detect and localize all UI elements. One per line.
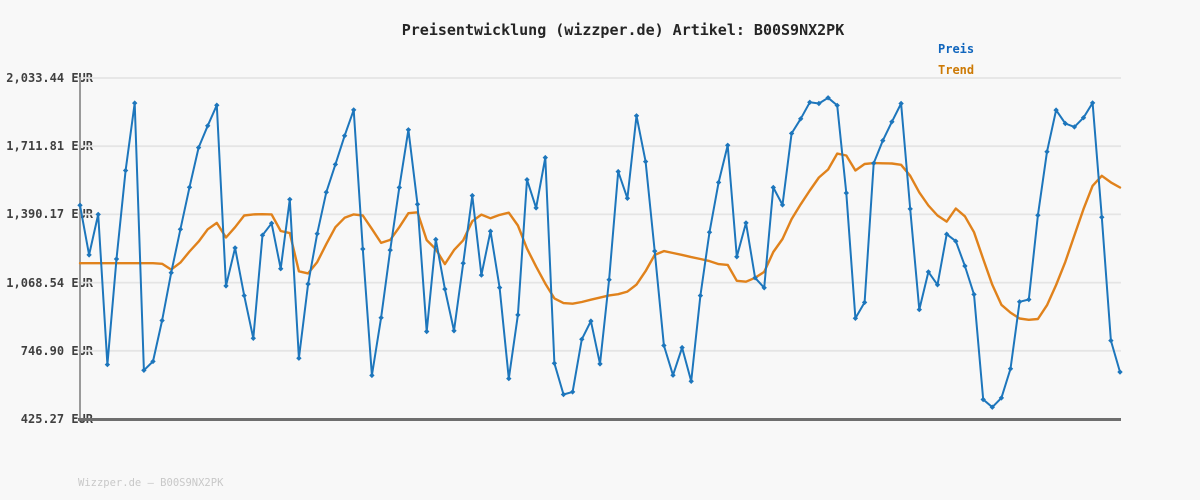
y-axis-tick-label: 425.27 EUR [20, 412, 93, 426]
legend-item-preis: Preis [938, 42, 975, 56]
y-axis-tick-label: 746.90 EUR [20, 343, 93, 358]
y-axis-tick-label: 1,711.81 EUR [6, 139, 93, 154]
series-trend-line [78, 152, 1122, 321]
y-axis-tick-label: 1,390.17 EUR [6, 207, 93, 222]
chart-title: Preisentwicklung (wizzper.de) Artikel: B… [401, 21, 845, 39]
chart-legend: Preis Trend [938, 39, 974, 81]
legend-item-trend: Trend [938, 63, 975, 77]
series-preis-line [79, 96, 1121, 409]
watermark-text: Wizzper.de — B00S9NX2PK [78, 477, 224, 489]
y-axis-tick-label: 1,068.54 EUR [6, 275, 93, 290]
y-axis-tick-label: 2,033.44 EUR [6, 71, 93, 85]
